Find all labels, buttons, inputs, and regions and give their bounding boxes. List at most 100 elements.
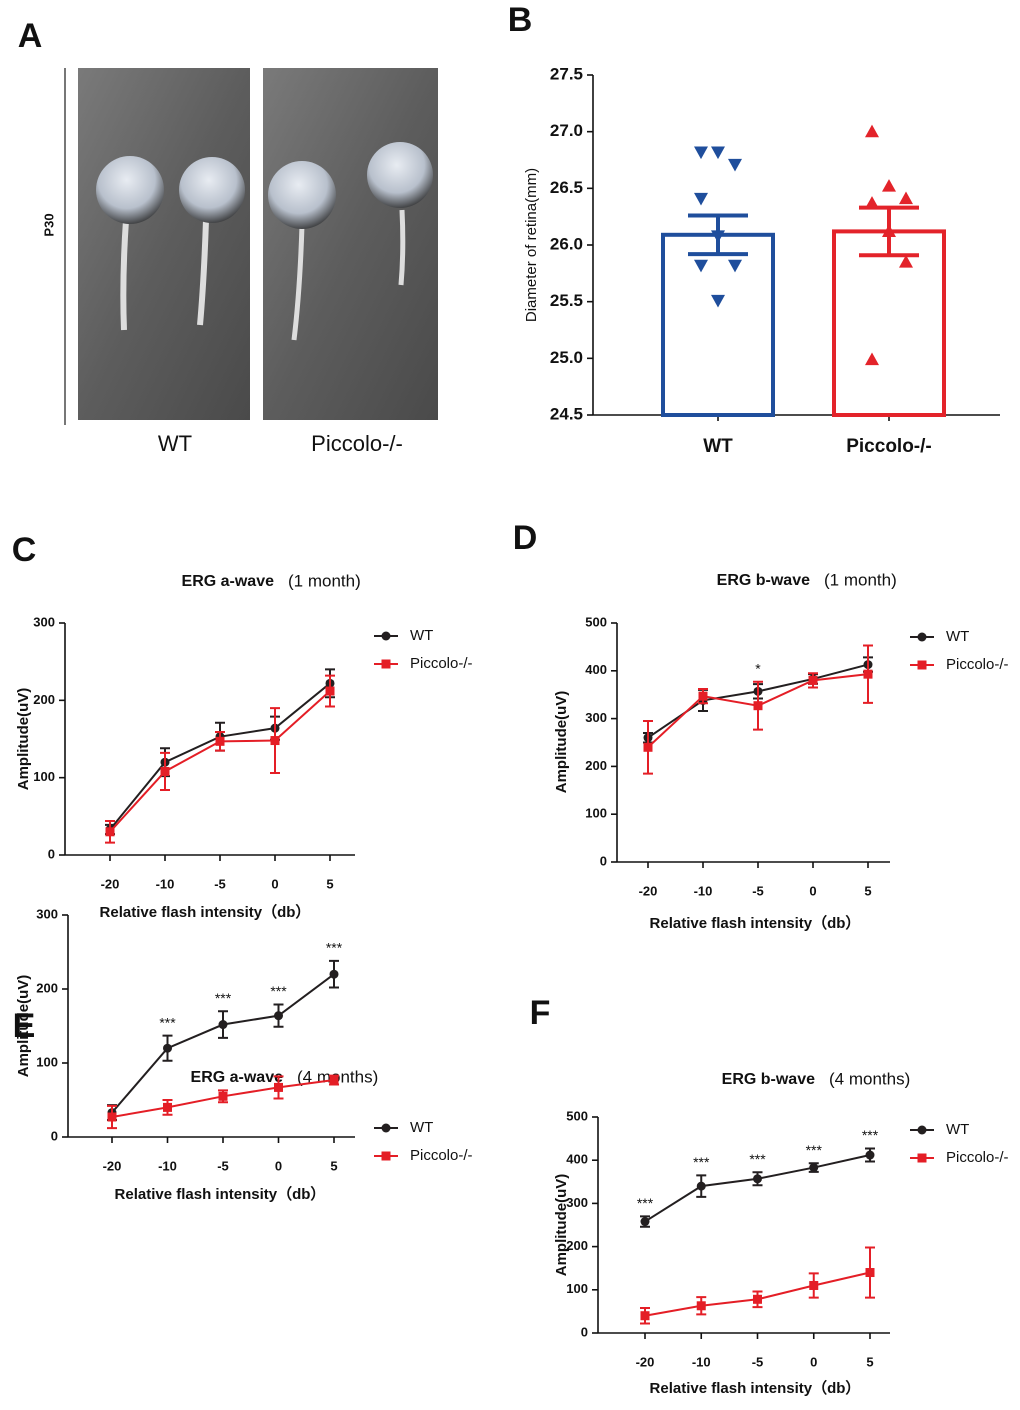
marker <box>325 686 335 696</box>
marker <box>105 827 115 837</box>
y-tick-label: 300 <box>566 1195 588 1210</box>
y-tick-label: 200 <box>36 980 58 995</box>
annotation: *** <box>749 1151 766 1167</box>
marker <box>808 675 818 685</box>
marker <box>917 632 927 642</box>
chart-title: ERG b-wave <box>722 1071 815 1088</box>
marker <box>728 158 742 172</box>
y-axis-label: Amplitude(uV) <box>553 1174 570 1277</box>
x-tick-label: Piccolo-/- <box>846 436 932 457</box>
marker <box>753 701 763 711</box>
marker <box>696 1181 706 1191</box>
y-tick-label: 200 <box>585 758 607 773</box>
x-tick-label: -5 <box>217 1158 229 1173</box>
marker <box>215 736 225 746</box>
marker <box>863 669 873 679</box>
y-tick-label: 300 <box>36 906 58 921</box>
marker <box>163 1102 172 1112</box>
marker <box>865 124 879 138</box>
y-tick-label: 100 <box>33 769 55 784</box>
marker <box>753 1174 762 1184</box>
chart-title: ERG a-wave <box>191 1069 284 1086</box>
marker <box>711 146 725 160</box>
y-tick-label: 100 <box>585 806 607 821</box>
eyes <box>96 142 433 341</box>
annotation: *** <box>326 940 343 956</box>
marker <box>865 1268 875 1278</box>
marker <box>329 969 339 979</box>
photo <box>78 68 250 420</box>
y-tick-label: 400 <box>566 1152 588 1167</box>
marker <box>640 1311 650 1321</box>
y-tick-label: 200 <box>566 1238 588 1253</box>
photo-label: WT <box>158 431 192 456</box>
marker <box>753 1294 762 1304</box>
annotation: *** <box>806 1142 823 1158</box>
marker <box>899 255 913 268</box>
y-axis-label: Diameter of retina(mm) <box>523 168 540 322</box>
y-tick-label: 26.5 <box>550 178 583 197</box>
series-line <box>109 690 331 833</box>
y-tick-label: 100 <box>36 1054 58 1069</box>
marker <box>917 1125 927 1135</box>
photo-label: Piccolo-/- <box>311 431 403 456</box>
legend-label: WT <box>946 1121 969 1138</box>
marker <box>917 1153 927 1163</box>
marker <box>107 1112 117 1122</box>
marker <box>711 294 725 308</box>
panel-letter: F <box>530 994 551 1032</box>
marker <box>274 1011 283 1021</box>
legend-label: WT <box>410 627 433 644</box>
y-tick-label: 0 <box>48 846 55 861</box>
y-tick-label: 100 <box>566 1281 588 1296</box>
x-tick-label: -5 <box>752 1354 764 1369</box>
x-tick-label: -10 <box>156 876 175 891</box>
x-tick-label: -20 <box>639 883 658 898</box>
series-line <box>109 682 331 831</box>
y-tick-label: 27.5 <box>550 64 583 83</box>
y-tick-label: 0 <box>600 853 607 868</box>
marker <box>640 1217 650 1227</box>
chart-subtitle: (1 month) <box>288 571 361 590</box>
annotation: *** <box>637 1195 654 1211</box>
x-tick-label: -10 <box>694 883 713 898</box>
marker <box>809 1163 819 1173</box>
marker <box>882 224 896 237</box>
y-tick-label: 25.0 <box>550 348 583 367</box>
legend-label: Piccolo-/- <box>946 656 1009 673</box>
chart-subtitle: (1 month) <box>824 570 897 589</box>
x-tick-label: 5 <box>330 1158 337 1173</box>
legend-label: WT <box>410 1119 433 1136</box>
chart-title: ERG a-wave <box>182 573 275 590</box>
marker <box>163 1043 172 1053</box>
annotation: *** <box>862 1127 879 1143</box>
marker <box>809 1280 819 1290</box>
x-tick-label: 5 <box>326 876 333 891</box>
photo <box>263 68 438 420</box>
age-label: P30 <box>41 213 56 236</box>
marker <box>865 1150 875 1160</box>
panel-letter: A <box>18 17 43 55</box>
x-tick-label: WT <box>703 436 733 457</box>
marker <box>882 179 896 192</box>
y-tick-label: 500 <box>585 614 607 629</box>
marker <box>698 691 708 701</box>
chart-title: ERG b-wave <box>717 572 810 589</box>
annotation: * <box>755 660 761 676</box>
x-tick-label: 0 <box>271 876 278 891</box>
y-axis-label: Amplitude(uV) <box>15 975 32 1078</box>
marker <box>917 660 927 670</box>
x-tick-label: 0 <box>809 883 816 898</box>
marker <box>381 1123 391 1133</box>
y-tick-label: 0 <box>581 1324 588 1339</box>
marker <box>381 631 391 641</box>
x-axis-label: Relative flash intensity（db） <box>650 914 861 932</box>
marker <box>218 1091 228 1101</box>
marker <box>218 1020 228 1030</box>
x-axis-label: Relative flash intensity（db） <box>100 903 311 921</box>
y-tick-label: 200 <box>33 692 55 707</box>
legend-label: Piccolo-/- <box>946 1149 1009 1166</box>
y-tick-label: 300 <box>33 614 55 629</box>
x-axis-label: Relative flash intensity（db） <box>650 1379 861 1397</box>
